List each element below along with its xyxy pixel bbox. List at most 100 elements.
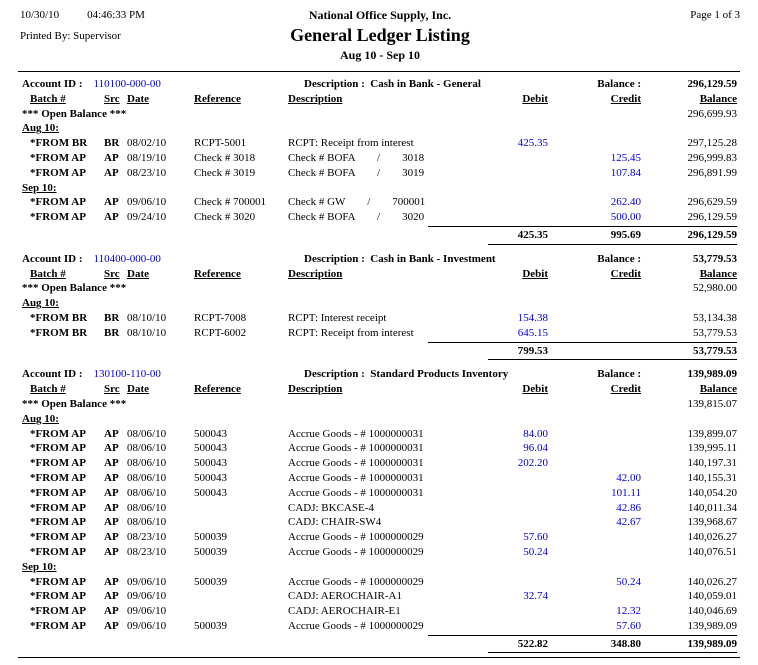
- debit-amount[interactable]: 84.00: [523, 427, 548, 440]
- credit-amount[interactable]: 57.60: [616, 619, 641, 632]
- credit-amount[interactable]: 107.84: [610, 166, 641, 179]
- date-cell: 08/10/10: [127, 326, 167, 339]
- reference-cell: Check # 700001: [194, 196, 267, 209]
- col-header-balance: Balance: [699, 267, 737, 280]
- reference-cell: 500043: [194, 457, 227, 470]
- open-balance-row: *** Open Balance *** 139,815.07: [0, 397, 758, 412]
- col-header-src-cell: Src: [104, 92, 127, 107]
- account-id-link[interactable]: 110400-000-00: [93, 252, 161, 265]
- totals-bottom-rule: [488, 651, 737, 654]
- credit-amount[interactable]: 262.40: [610, 196, 641, 209]
- debit-amount: [488, 195, 548, 210]
- transaction-row: *FROM AP AP 08/23/10 500039 Accrue Goods - #…: [0, 545, 758, 560]
- description-cell: Accrue Goods - # 1000000029: [288, 531, 424, 544]
- balance-amount: 140,054.20: [687, 486, 738, 499]
- page-number: Page 1 of 3: [690, 9, 740, 21]
- transaction-row: *FROM AP AP 08/06/10 500043 Accrue Goods - #…: [0, 427, 758, 442]
- col-header-reference-cell: Reference: [194, 267, 288, 282]
- balance-amount: 296,629.59: [687, 196, 738, 209]
- src-cell: AP: [104, 151, 119, 164]
- col-header-batch: Batch #: [30, 267, 66, 280]
- credit-amount: [548, 545, 641, 560]
- totals-credit: 995.69: [610, 228, 641, 241]
- src-cell: AP: [104, 605, 119, 618]
- col-header-reference: Reference: [194, 267, 241, 280]
- debit-amount[interactable]: 96.04: [523, 442, 548, 455]
- description-cell: Check # GW / 700001: [288, 196, 426, 209]
- credit-amount[interactable]: 42.86: [616, 501, 641, 514]
- credit-amount: [548, 326, 641, 341]
- reference-cell: 500039: [194, 531, 227, 544]
- col-header-debit-cell: Debit: [488, 267, 548, 282]
- description-cell: RCPT: Receipt from interest: [288, 137, 414, 150]
- group-label-row: Sep 10:: [0, 181, 758, 196]
- col-header-date-cell: Date: [127, 267, 194, 282]
- credit-amount[interactable]: 50.24: [616, 575, 641, 588]
- open-balance-row: *** Open Balance *** 52,980.00: [0, 281, 758, 296]
- reference-cell: RCPT-7008: [194, 311, 247, 324]
- account-header-row: Account ID : 110400-000-00 Description : …: [0, 252, 758, 267]
- account-id-link[interactable]: 130100-110-00: [93, 368, 161, 381]
- date-cell: 08/23/10: [127, 531, 167, 544]
- debit-amount[interactable]: 425.35: [517, 137, 548, 150]
- open-balance-label-cell: *** Open Balance ***: [22, 397, 488, 412]
- debit-amount[interactable]: 32.74: [523, 590, 548, 603]
- header-rule: [18, 71, 740, 72]
- debit-amount[interactable]: 645.15: [517, 326, 548, 339]
- balance-amount: 140,059.01: [687, 590, 738, 603]
- debit-amount[interactable]: 202.20: [517, 457, 548, 470]
- batch-cell: *FROM AP: [30, 166, 86, 179]
- account-description-cell: Description : Cash in Bank - General: [288, 77, 488, 92]
- col-header-balance-cell: Balance: [641, 92, 737, 107]
- totals-debit: 522.82: [517, 637, 548, 650]
- col-header-description-cell: Description: [288, 382, 488, 397]
- debit-amount[interactable]: 50.24: [523, 545, 548, 558]
- debit-amount[interactable]: 154.38: [517, 311, 548, 324]
- account-section: Account ID : 110100-000-00 Description : …: [0, 77, 758, 246]
- date-cell: 08/06/10: [127, 442, 167, 455]
- col-header-src-cell: Src: [104, 267, 127, 282]
- report-period: Aug 10 - Sep 10: [339, 48, 420, 62]
- account-description-cell: Description : Standard Products Inventor…: [288, 367, 508, 382]
- credit-amount[interactable]: 125.45: [610, 151, 641, 164]
- date-cell: 09/24/10: [127, 211, 167, 224]
- col-header-src: Src: [104, 383, 120, 396]
- debit-amount: [488, 210, 548, 225]
- open-balance-row: *** Open Balance *** 296,699.93: [0, 107, 758, 122]
- col-header-batch-cell: Batch #: [30, 92, 104, 107]
- column-headers-row: Batch # Src Date Reference Description Debit C…: [0, 267, 758, 282]
- debit-amount[interactable]: 57.60: [523, 531, 548, 544]
- col-header-balance: Balance: [699, 383, 737, 396]
- transaction-row: *FROM AP AP 08/23/10 Check # 3019 Check # BO…: [0, 166, 758, 181]
- credit-amount[interactable]: 500.00: [610, 211, 641, 224]
- balance-amount: 140,076.51: [687, 545, 738, 558]
- description-cell: Accrue Goods - # 1000000031: [288, 457, 424, 470]
- credit-amount[interactable]: 42.67: [616, 516, 641, 529]
- totals-bottom-rule-row: [0, 651, 758, 654]
- account-balance-value: 53,779.53: [693, 252, 737, 265]
- open-balance-value: 52,980.00: [693, 282, 737, 295]
- reference-cell: Check # 3019: [194, 166, 256, 179]
- col-header-reference-cell: Reference: [194, 382, 288, 397]
- group-label: Sep 10:: [22, 181, 57, 194]
- credit-amount[interactable]: 42.00: [616, 471, 641, 484]
- transaction-row: *FROM AP AP 08/06/10 500043 Accrue Goods - #…: [0, 456, 758, 471]
- transaction-row: *FROM AP AP 08/06/10 500043 Accrue Goods - #…: [0, 486, 758, 501]
- transaction-row: *FROM AP AP 08/19/10 Check # 3018 Check # BO…: [0, 151, 758, 166]
- account-id-cell: Account ID : 110400-000-00: [22, 252, 288, 267]
- print-datetime: 10/30/10 04:46:33 PM: [20, 8, 190, 23]
- reference-cell: 500043: [194, 427, 227, 440]
- reference-cell: [194, 604, 288, 619]
- reference-cell: [194, 589, 288, 604]
- credit-amount[interactable]: 101.11: [611, 486, 641, 499]
- batch-cell: *FROM BR: [30, 137, 88, 150]
- report-title: General Ledger Listing: [290, 25, 470, 45]
- totals-row: 522.82 348.80 139,989.09: [0, 637, 758, 652]
- balance-amount: 140,026.27: [687, 531, 738, 544]
- print-time: 04:46:33 PM: [87, 9, 145, 21]
- credit-amount[interactable]: 12.32: [616, 605, 641, 618]
- accounts-list: Account ID : 110100-000-00 Description : …: [0, 77, 758, 654]
- group-label-row: Aug 10:: [0, 121, 758, 136]
- account-id-link[interactable]: 110100-000-00: [93, 78, 161, 90]
- reference-cell: 500039: [194, 545, 227, 558]
